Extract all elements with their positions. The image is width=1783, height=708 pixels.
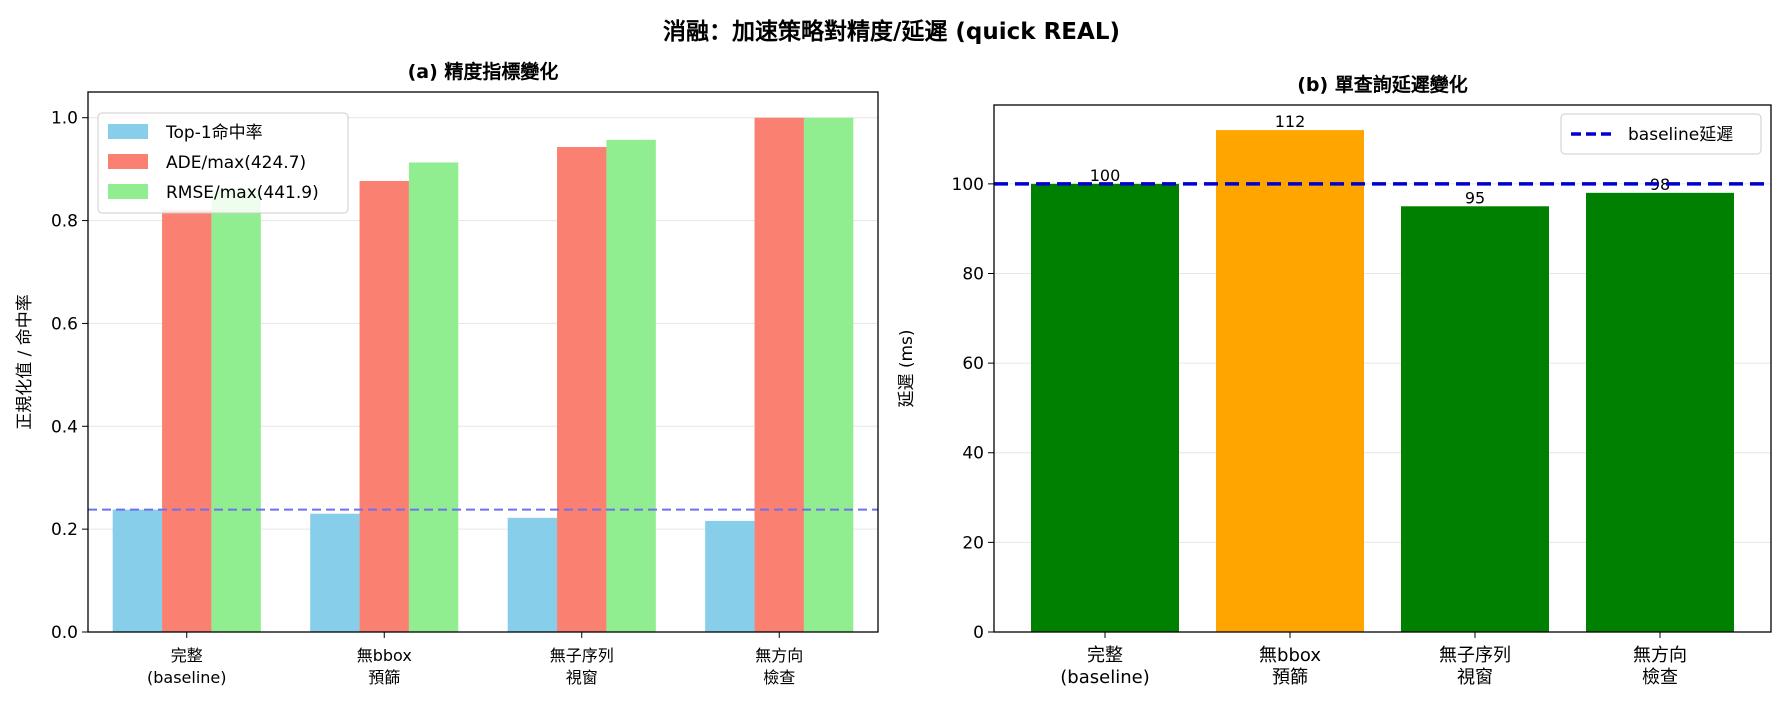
x-tick-label: 視窗	[566, 668, 598, 687]
legend-box	[1560, 113, 1762, 155]
y-tick-label: 0.8	[51, 212, 78, 232]
x-tick-label: 預篩	[368, 668, 400, 687]
bar	[1031, 183, 1179, 633]
x-tick-label: 完整	[171, 646, 203, 665]
x-tick-label: 預篩	[1272, 667, 1308, 688]
y-tick-label: 60	[962, 354, 984, 374]
panel-a-accuracy: 0.0 0.2 0.4 0.6 0.8 1.0 完整 (baseline) 無bbox 預篩 無子序…	[15, 60, 879, 687]
panel-b-latency: 0 20 40 60 80 100 100 112 95 98 完整(baseline) 無bbox預…	[897, 73, 1772, 688]
x-tick-label: 完整	[1087, 645, 1123, 666]
bar	[112, 509, 163, 632]
x-tick-label: 無bbox	[357, 646, 412, 665]
legend-a: Top-1命中率 ADE/max(424.7) RMSE/max(441.9)	[97, 112, 349, 214]
legend-entry: baseline延遲	[1628, 125, 1733, 145]
bar	[606, 139, 656, 633]
legend-entry: RMSE/max(441.9)	[166, 183, 319, 203]
bar	[557, 147, 607, 632]
bar	[359, 180, 409, 632]
legend-entry: Top-1命中率	[165, 123, 263, 143]
x-tick-label: 無方向	[1633, 645, 1687, 666]
y-tick-label: 80	[962, 264, 984, 284]
x-tick-label: 無子序列	[1439, 645, 1511, 666]
bar	[162, 210, 212, 633]
x-tick-label: 無子序列	[550, 646, 614, 665]
legend-swatch	[108, 184, 148, 199]
x-tick-label: 檢查	[763, 668, 795, 687]
legend-entry: ADE/max(424.7)	[166, 153, 306, 173]
y-tick-label: 100	[952, 175, 984, 195]
x-tick-label: (baseline)	[1060, 667, 1149, 688]
legend-swatch	[108, 124, 148, 139]
y-tick-label: 0.0	[51, 623, 78, 643]
figure-title: 消融：加速策略對精度/延遲 (quick REAL)	[663, 19, 1120, 45]
bar	[211, 189, 261, 632]
y-tick-label: 40	[962, 444, 984, 464]
x-tick-label: 視窗	[1457, 667, 1493, 688]
bar	[310, 513, 360, 632]
plot-frame	[993, 104, 1772, 633]
bar	[1216, 130, 1364, 632]
panel-title: (b) 單查詢延遲變化	[1297, 73, 1468, 96]
bar	[705, 520, 755, 632]
bar-value-label: 100	[1090, 166, 1121, 185]
bar-value-label: 112	[1275, 112, 1306, 131]
legend-swatch	[108, 154, 148, 169]
x-tick-label: 無bbox	[1259, 645, 1321, 666]
y-tick-label: 20	[962, 533, 984, 553]
bar	[803, 117, 854, 632]
bar	[754, 117, 804, 632]
y-axis-label: 延遲 (ms)	[897, 329, 917, 407]
legend-b: baseline延遲	[1560, 113, 1762, 155]
bar-value-label: 95	[1465, 188, 1485, 207]
bar-value-label: 98	[1650, 175, 1670, 194]
panel-title: (a) 精度指標變化	[408, 60, 559, 83]
bar	[1401, 206, 1549, 632]
bar	[507, 517, 558, 632]
y-tick-label: 0	[973, 623, 984, 643]
x-tick-label: 無方向	[755, 646, 803, 665]
x-tick-label: (baseline)	[147, 668, 227, 687]
y-tick-label: 0.6	[51, 314, 78, 334]
y-tick-label: 1.0	[51, 109, 78, 129]
plot-frame	[87, 91, 879, 633]
y-tick-label: 0.4	[51, 417, 78, 437]
x-tick-label: 檢查	[1642, 667, 1678, 688]
bar	[1586, 192, 1734, 633]
y-tick-label: 0.2	[51, 520, 78, 540]
y-axis-label: 正規化值 / 命中率	[15, 294, 35, 430]
legend-box	[97, 112, 349, 214]
bar	[408, 162, 459, 632]
